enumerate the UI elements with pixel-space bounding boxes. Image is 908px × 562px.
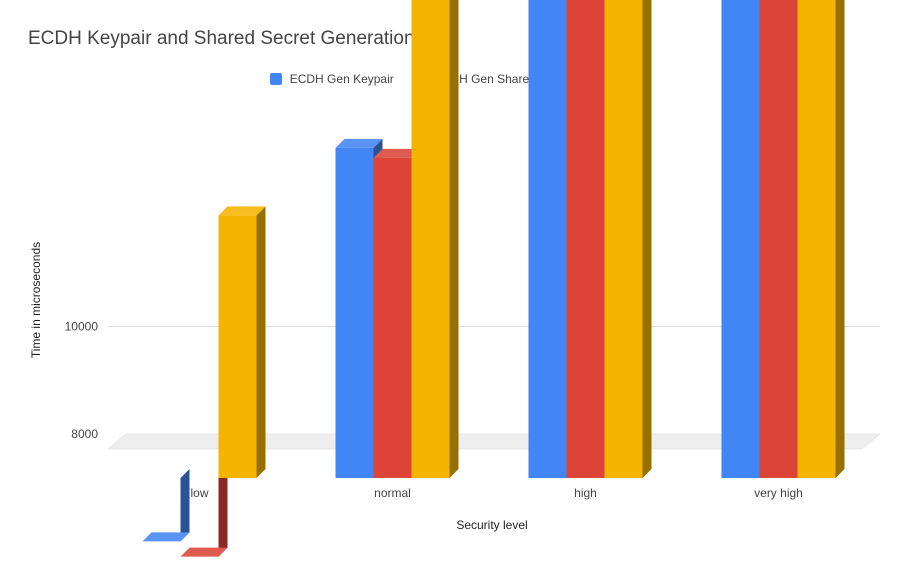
- bar-front: [797, 0, 836, 478]
- bar-side: [449, 0, 459, 478]
- bar-front: [566, 0, 605, 478]
- bar-front: [759, 0, 798, 478]
- x-tick-label: very high: [754, 486, 803, 500]
- bar-front: [335, 147, 374, 479]
- bar-front: [604, 0, 643, 478]
- y-axis-title: Time in microseconds: [29, 242, 43, 358]
- bar-front: [528, 0, 567, 478]
- x-tick-label: low: [190, 486, 208, 500]
- bar-front: [373, 157, 412, 478]
- bar-top: [373, 148, 421, 158]
- bar-side: [180, 469, 190, 542]
- bar-side: [218, 469, 228, 557]
- bar-top: [180, 547, 228, 557]
- bar: [180, 469, 228, 557]
- bar-side: [642, 0, 652, 478]
- bar: [411, 0, 459, 479]
- x-tick-label: normal: [374, 486, 411, 500]
- bar-top: [335, 138, 383, 148]
- bar: [142, 469, 190, 542]
- chart-title: ECDH Keypair and Shared Secret Generatio…: [28, 28, 415, 49]
- y-tick-label: 10000: [65, 320, 99, 334]
- bar-side: [256, 206, 266, 478]
- bar-top: [218, 206, 266, 216]
- bar-side: [835, 0, 845, 478]
- legend-swatch: [269, 73, 282, 85]
- bar-front: [218, 215, 257, 478]
- legend-label: ECDH Gen Keypair: [289, 72, 394, 86]
- legend-label: ECDH Gen Shared: [433, 72, 536, 86]
- legend-item: ECDH Gen Keypair: [269, 72, 394, 86]
- bar-front: [721, 0, 760, 479]
- x-tick-label: high: [574, 486, 597, 500]
- bar-front: [411, 0, 450, 479]
- bar: [797, 0, 845, 478]
- bar: [218, 206, 266, 478]
- bar: [604, 0, 652, 478]
- x-axis-title: Security level: [456, 518, 527, 532]
- y-tick-label: 8000: [71, 427, 98, 441]
- bar-top: [142, 532, 190, 542]
